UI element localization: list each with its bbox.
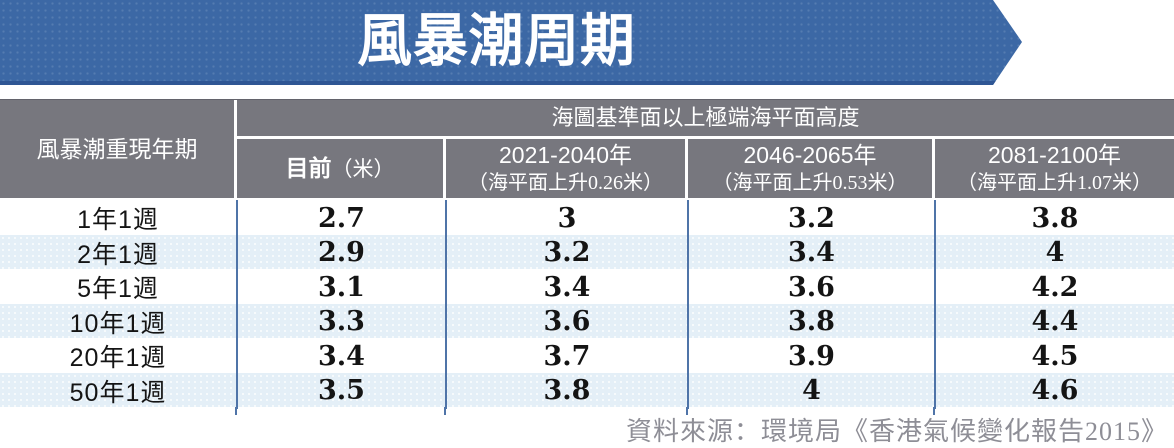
column-divider-tick xyxy=(686,407,688,415)
page-title: 風暴潮周期 xyxy=(357,9,636,73)
header-return-period: 風暴潮重現年期 xyxy=(0,100,234,198)
period-cell: 10年1週 xyxy=(69,309,167,338)
value-cell: 4 xyxy=(934,234,1174,271)
banner-bottom-edge xyxy=(0,81,1022,85)
value-cell: 4.6 xyxy=(934,372,1174,409)
header-current-label: 目前 xyxy=(285,155,332,182)
period-cell: 50年1週 xyxy=(69,378,167,407)
value-cell: 2.7 xyxy=(236,200,445,236)
value-cell: 4 xyxy=(687,372,934,409)
column-divider-tick xyxy=(235,407,237,415)
value-cell: 2.9 xyxy=(236,234,445,271)
value-cell: 3.9 xyxy=(687,338,934,374)
table-row: 10年1週 3.3 3.6 3.8 4.4 xyxy=(0,303,1174,340)
value-cell: 3.4 xyxy=(687,234,934,271)
value-cell: 3.7 xyxy=(445,338,687,374)
value-cell: 3.1 xyxy=(236,269,445,305)
value-cell: 3.6 xyxy=(445,303,687,340)
value-cell: 3.4 xyxy=(445,269,687,305)
column-divider-tick xyxy=(444,407,446,415)
value-cell: 3.8 xyxy=(934,200,1174,236)
value-cell: 4.4 xyxy=(934,303,1174,340)
period-cell: 5年1週 xyxy=(77,275,159,303)
table-row: 50年1週 3.5 3.8 4 4.6 xyxy=(0,372,1174,409)
header-sea-rise: （海平面上升0.53米） xyxy=(712,171,908,194)
table-body: 1年1週 2.7 3 3.2 3.8 2年1週 2.9 3.2 3.4 4 5年… xyxy=(0,200,1174,409)
data-source-caption: 資料來源：環境局《香港氣候變化報告2015》 xyxy=(625,417,1168,446)
header-year-range: 2081-2100年 xyxy=(988,142,1121,169)
value-cell: 3.2 xyxy=(687,200,934,236)
value-cell: 3.6 xyxy=(687,269,934,305)
value-cell: 3.4 xyxy=(236,338,445,374)
table-row: 1年1週 2.7 3 3.2 3.8 xyxy=(0,200,1174,236)
value-cell: 3.5 xyxy=(236,372,445,409)
period-cell: 1年1週 xyxy=(77,206,159,234)
header-period-2021-2040: 2021-2040年 （海平面上升0.26米） xyxy=(446,139,685,198)
table-row: 5年1週 3.1 3.4 3.6 4.2 xyxy=(0,269,1174,305)
value-cell: 3.2 xyxy=(445,234,687,271)
header-group-extreme-sea-level: 海圖基準面以上極端海平面高度 xyxy=(237,100,1174,136)
header-current: 目前（米） xyxy=(237,139,443,198)
title-banner xyxy=(0,0,1022,85)
period-cell: 2年1週 xyxy=(77,240,159,269)
header-sea-rise: （海平面上升0.26米） xyxy=(468,171,663,194)
value-cell: 3.8 xyxy=(687,303,934,340)
value-cell: 4.2 xyxy=(934,269,1174,305)
table-header: 風暴潮重現年期 海圖基準面以上極端海平面高度 目前（米） 2021-2040年 … xyxy=(0,99,1174,198)
table-row: 20年1週 3.4 3.7 3.9 4.5 xyxy=(0,338,1174,374)
header-sea-rise: （海平面上升1.07米） xyxy=(957,171,1152,194)
value-cell: 3 xyxy=(445,200,687,236)
value-cell: 4.5 xyxy=(934,338,1174,374)
header-period-2081-2100: 2081-2100年 （海平面上升1.07米） xyxy=(935,139,1174,198)
header-period-2046-2065: 2046-2065年 （海平面上升0.53米） xyxy=(688,139,932,198)
header-current-unit: （米） xyxy=(331,157,395,182)
value-cell: 3.3 xyxy=(236,303,445,340)
period-cell: 20年1週 xyxy=(69,344,167,372)
column-divider-tick xyxy=(933,407,935,415)
value-cell: 3.8 xyxy=(445,372,687,409)
header-year-range: 2021-2040年 xyxy=(499,142,632,169)
header-year-range: 2046-2065年 xyxy=(743,142,877,169)
table-row: 2年1週 2.9 3.2 3.4 4 xyxy=(0,234,1174,271)
